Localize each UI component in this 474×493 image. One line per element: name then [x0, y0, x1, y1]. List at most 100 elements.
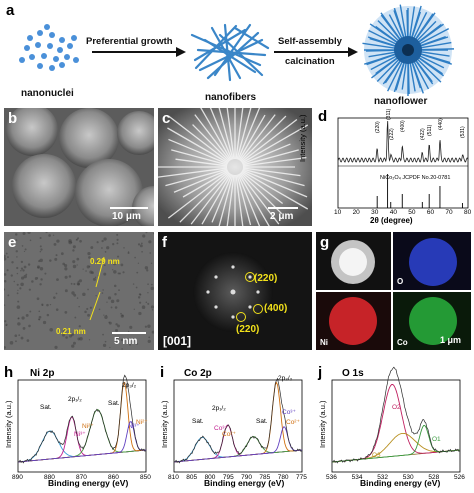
xps-peak-label: Sat. [40, 404, 52, 411]
xps-tick: 530 [402, 474, 414, 481]
fft-spot-220a: (220) [254, 273, 278, 284]
xps-peak-label: 2p₃/₂ [278, 375, 293, 382]
xps-peak-label: Ni³⁺ [74, 431, 86, 438]
zone-axis-label: [001] [163, 334, 192, 348]
panel-label-a: a [6, 2, 15, 19]
xps-tick: 850 [140, 474, 151, 481]
xps-tick: 870 [76, 474, 87, 481]
eds-o-label: O [397, 277, 404, 286]
scalebar-e [112, 332, 146, 334]
xps-peak-label: Co²⁺ [286, 419, 300, 426]
xps-j-ylabel: Intensity (a.u.) [318, 400, 327, 448]
xrd-ref-label: NiCo₂O₄ JCPDF No.20-0781 [380, 175, 451, 181]
xps-tick: 534 [351, 474, 363, 481]
xps-tick: 795 [222, 474, 234, 481]
xps-h-xlabel: Binding energy (eV) [48, 478, 129, 488]
xrd-tick: 40 [389, 209, 397, 216]
xrd-peak-label: (440) [437, 118, 444, 130]
xps-tick: 805 [186, 474, 198, 481]
xps-i-ylabel: Intensity (a.u.) [160, 400, 169, 448]
xps-tick: 785 [259, 474, 271, 481]
step1-label: Preferential growth [86, 36, 173, 47]
eds-co-label: Co [397, 338, 408, 347]
stage2-label: nanofibers [205, 92, 257, 103]
stage1-label: nanonuclei [21, 88, 74, 99]
xps-tick: 536 [326, 474, 337, 481]
d-spacing-2: 0.21 nm [56, 327, 86, 336]
sem-texture-c [158, 108, 312, 226]
xrd-peak-label: (220) [375, 121, 382, 133]
scalebar-c [268, 207, 298, 209]
step2a-label: Self-assembly [278, 36, 342, 47]
panel-label-c: c [162, 110, 171, 127]
xps-i-title: Co 2p [184, 368, 212, 379]
xps-tick: 532 [377, 474, 389, 481]
xps-peak-label: Sat. [256, 418, 268, 425]
xrd-xlabel: 2θ (degree) [370, 216, 413, 225]
xrd-peak-label: (222) [388, 128, 395, 140]
xps-peak-label: Co³⁺ [214, 425, 228, 432]
xps-peak-label: 2p₃/₂ [122, 382, 137, 389]
eds-o-map [393, 232, 471, 290]
xrd-peak-label: (531) [460, 126, 467, 138]
panel-label-h: h [4, 364, 14, 381]
xps-tick: 790 [241, 474, 252, 481]
eds-co-map [393, 292, 471, 350]
xps-j-xlabel: Binding energy (eV) [360, 478, 441, 488]
step2b-label: calcination [285, 56, 335, 67]
xrd-peak-label: (511) [427, 124, 434, 136]
sem-image-b [4, 108, 154, 226]
sem-texture-b [4, 108, 154, 226]
scalebar-e-text: 5 nm [114, 336, 138, 347]
fft-pattern [158, 232, 312, 350]
xps-h-title: Ni 2p [30, 368, 55, 379]
fft-image-f [158, 232, 312, 350]
xps-charts [17, 366, 461, 473]
eds-ni-label: Ni [320, 338, 328, 347]
xrd-tick: 70 [445, 209, 453, 216]
xps-peak-label: Co³⁺ [282, 409, 296, 416]
xps-peak-label: 2p₁/₂ [68, 396, 82, 403]
xps-peak-label: Sat. [192, 418, 204, 425]
xps-tick: 526 [454, 474, 465, 481]
xrd-tick: 30 [371, 209, 379, 216]
eds-haadf [316, 232, 391, 290]
xps-tick: 810 [168, 474, 179, 481]
stage3-label: nanoflower [374, 96, 428, 107]
hrtem-image-e [4, 232, 154, 350]
xrd-peak-label: (422) [420, 128, 427, 140]
xps-h-ylabel: Intensity (a.u.) [4, 400, 13, 448]
nanofibers-bundle [190, 23, 270, 82]
panel-label-e: e [8, 234, 17, 251]
xrd-chart [337, 117, 469, 209]
scalebar-c-text: 2 μm [270, 211, 294, 222]
xps-peak-label: O3 [372, 452, 381, 459]
xps-peak-label: Ni²⁺ [82, 423, 94, 430]
fft-spot-220b: (220) [236, 324, 260, 335]
xps-j-title: O 1s [342, 368, 364, 379]
xrd-tick: 60 [426, 209, 435, 216]
xrd-ylabel: Intensity (a.u.) [298, 114, 307, 162]
nanonuclei-cluster [19, 24, 79, 71]
xps-i-xlabel: Binding energy (eV) [204, 478, 285, 488]
xrd-tick: 50 [408, 209, 416, 216]
eds-ni-map [316, 292, 391, 350]
xps-peak-label: O1 [432, 436, 441, 443]
xps-tick: 890 [12, 474, 23, 481]
scalebar-b [110, 207, 148, 209]
xps-peak-label: Sat. [108, 400, 120, 407]
panel-label-f: f [162, 234, 167, 251]
sem-image-c [158, 108, 312, 226]
xps-tick: 860 [108, 474, 119, 481]
d-spacing-1: 0.29 nm [90, 257, 120, 266]
scalebar-g-text: 1 μm [440, 335, 462, 345]
xps-peak-label: Ni³⁺ [128, 423, 140, 430]
xps-peak-label: Co²⁺ [222, 431, 236, 438]
nanoflower-sphere [362, 4, 455, 96]
panel-label-d: d [318, 108, 328, 125]
xrd-peak-label: (311) [385, 108, 392, 120]
panel-label-g: g [320, 234, 330, 251]
synthesis-scheme [19, 4, 455, 96]
xrd-tick: 10 [334, 209, 342, 216]
xrd-tick: 20 [352, 209, 360, 216]
